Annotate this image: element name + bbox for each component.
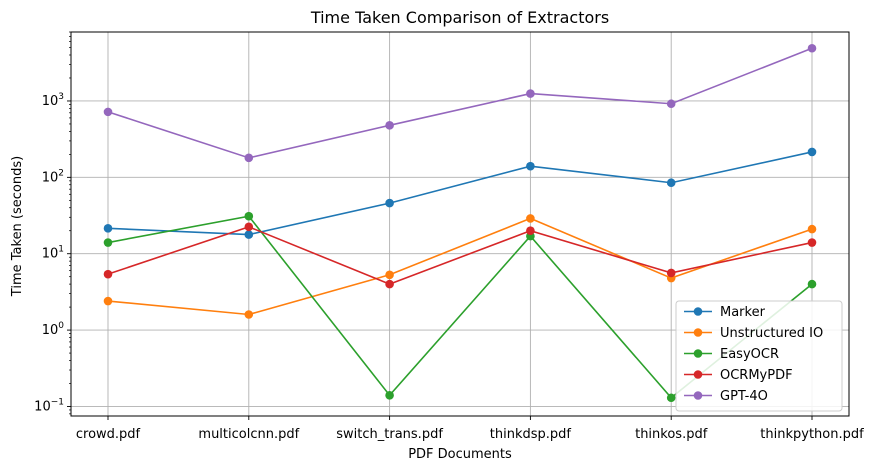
legend: Marker Unstructured IO EasyOCR OCRMyPDF GPT-…: [675, 300, 843, 412]
legend-label: Unstructured IO: [720, 326, 823, 341]
y-tick-label: 102: [42, 168, 64, 185]
data-point: [103, 107, 113, 117]
legend-marker: [693, 391, 703, 400]
data-point: [807, 238, 817, 247]
data-point: [103, 224, 113, 233]
y-tick-label: 100: [42, 321, 65, 338]
y-tick-label: 101: [42, 245, 64, 262]
data-point: [807, 43, 817, 53]
y-tick-label: 103: [42, 92, 64, 109]
legend-item: Marker: [684, 305, 766, 320]
data-point: [103, 238, 113, 247]
series-marker: [103, 147, 817, 239]
data-point: [385, 390, 394, 400]
legend-label: Marker: [720, 305, 766, 320]
data-point: [385, 121, 394, 130]
axes: crowd.pdf multicolcnn.pdf switch_trans.pdf…: [34, 31, 864, 442]
x-tick-label: crowd.pdf: [76, 427, 141, 442]
data-point: [807, 147, 817, 157]
series-layer: [103, 43, 817, 403]
chart-title: Time Taken Comparison of Extractors: [310, 8, 609, 27]
data-point: [103, 296, 113, 306]
data-point: [666, 178, 676, 188]
x-tick-label: multicolcnn.pdf: [198, 427, 299, 442]
data-point: [244, 211, 254, 221]
data-point: [385, 270, 394, 280]
data-point: [244, 222, 254, 232]
data-point: [666, 99, 676, 109]
data-point: [385, 198, 394, 208]
legend-item: EasyOCR: [684, 347, 779, 362]
data-point: [526, 161, 535, 171]
legend-marker: [693, 370, 703, 379]
series-gpt-4o: [103, 43, 817, 163]
series-line: [107, 47, 813, 159]
data-point: [244, 310, 254, 319]
data-point: [526, 89, 535, 98]
legend-item: OCRMyPDF: [684, 368, 793, 383]
data-point: [807, 279, 817, 289]
data-point: [526, 214, 535, 223]
legend-label: EasyOCR: [720, 347, 779, 362]
data-point: [244, 230, 254, 239]
x-tick-label: switch_trans.pdf: [336, 427, 443, 442]
data-point: [807, 224, 817, 234]
series-ocrmypdf: [103, 222, 817, 289]
series-line: [107, 225, 813, 285]
x-tick-label: thinkpython.pdf: [760, 427, 864, 442]
legend-item: GPT-4O: [684, 389, 768, 404]
data-point: [666, 268, 676, 278]
plot-frame: [70, 31, 850, 417]
grid: [71, 32, 849, 416]
legend-marker: [693, 307, 703, 316]
x-axis-title: PDF Documents: [408, 447, 512, 462]
series-line: [107, 151, 813, 236]
data-point: [103, 269, 113, 279]
x-tick-label: thinkdsp.pdf: [490, 427, 572, 442]
data-point: [385, 279, 394, 289]
legend-item: Unstructured IO: [684, 326, 823, 341]
legend-label: OCRMyPDF: [720, 368, 793, 383]
series-line: [107, 217, 813, 316]
y-axis-title: Time Taken (seconds): [10, 156, 25, 297]
data-point: [244, 153, 254, 163]
legend-marker: [693, 328, 703, 337]
data-point: [526, 226, 535, 236]
legend-label: GPT-4O: [720, 389, 768, 404]
y-tick-label: 10−1: [34, 397, 64, 414]
x-tick-label: thinkos.pdf: [635, 427, 708, 442]
data-point: [666, 393, 676, 403]
legend-box: [675, 300, 843, 412]
legend-marker: [693, 349, 703, 358]
